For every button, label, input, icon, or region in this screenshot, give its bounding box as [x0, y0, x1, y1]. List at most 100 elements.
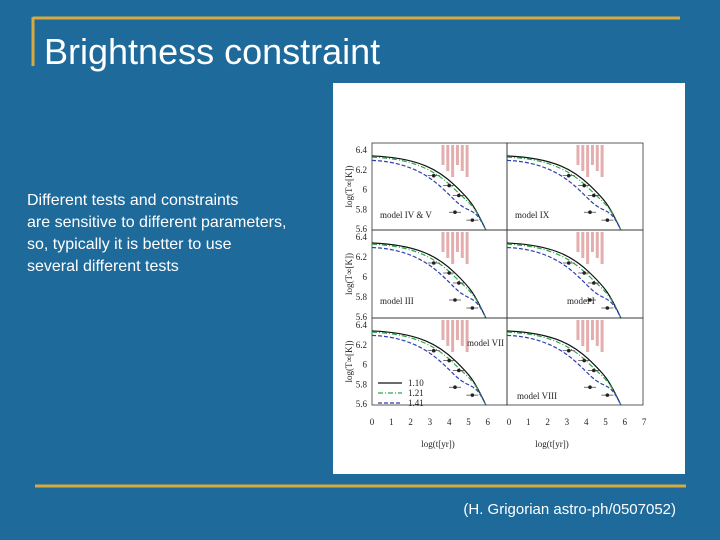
- x-tick-label: 2: [408, 417, 413, 427]
- observation-band: [460, 145, 464, 171]
- observation-band: [600, 320, 604, 352]
- panel-label: model IX: [515, 210, 550, 220]
- observation-point: [588, 210, 592, 215]
- observation-band: [465, 320, 469, 352]
- y-tick-label: 5.8: [356, 379, 368, 389]
- y-tick-label: 5.8: [356, 292, 368, 302]
- cooling-curve: [506, 156, 622, 231]
- observation-band: [465, 232, 469, 264]
- observation-point: [453, 210, 457, 215]
- observation-band: [590, 145, 594, 165]
- panel-label: model VIII: [517, 391, 557, 401]
- panel-label: model III: [380, 296, 414, 306]
- x-tick-label: 6: [623, 417, 628, 427]
- y-tick-label: 5.6: [356, 224, 368, 234]
- observation-band: [446, 232, 450, 258]
- observation-band: [590, 232, 594, 252]
- observation-point: [447, 183, 452, 188]
- observation-point: [470, 393, 475, 397]
- observation-point: [431, 348, 436, 353]
- observation-band: [441, 320, 445, 340]
- observation-point: [447, 271, 452, 275]
- y-tick-label: 5.8: [356, 204, 368, 214]
- x-tick-label: 2: [545, 417, 550, 427]
- legend-label: 1.21: [408, 388, 424, 398]
- body-line: are sensitive to different parameters,: [27, 214, 286, 231]
- observation-band: [581, 145, 585, 171]
- body-line: so, typically it is better to use: [27, 236, 232, 253]
- cooling-curve: [506, 331, 622, 406]
- x-tick-label: 1: [389, 417, 394, 427]
- x-tick-label: 3: [428, 417, 433, 427]
- observation-point: [605, 218, 610, 222]
- observation-point: [588, 298, 592, 302]
- observation-point: [605, 306, 610, 310]
- figure: model IV & V model IX 6.4 6.2 6 5.8 5.6 log(T∞[…: [344, 142, 647, 449]
- y-tick-label: 6.2: [356, 340, 367, 350]
- observation-band: [451, 320, 455, 352]
- observation-point: [453, 385, 457, 390]
- y-tick-label: 6.2: [356, 252, 367, 262]
- observation-band: [600, 145, 604, 177]
- observation-point: [447, 358, 452, 363]
- panel-label: model I: [567, 296, 595, 306]
- panel-label: model VII: [467, 338, 504, 348]
- cooling-curve: [371, 331, 487, 406]
- observation-band: [460, 232, 464, 258]
- observation-point: [457, 368, 461, 373]
- x-tick-label: 6: [486, 417, 491, 427]
- x-axis-label: log(t[yr]): [421, 439, 455, 449]
- y-tick-label: 5.6: [356, 312, 368, 322]
- observation-point: [582, 183, 586, 188]
- panel-frame: [506, 317, 644, 406]
- observation-band: [581, 320, 585, 346]
- observation-band: [586, 232, 590, 264]
- observation-point: [605, 393, 610, 397]
- figure-background: [333, 83, 685, 474]
- observation-band: [446, 145, 450, 171]
- cooling-curve: [506, 243, 622, 319]
- cooling-curve: [371, 159, 487, 231]
- observation-point: [457, 281, 461, 285]
- y-axis-label: log(T∞[K]): [344, 341, 354, 383]
- observation-band: [465, 145, 469, 177]
- observation-band: [446, 320, 450, 346]
- slide-title: Brightness constraint: [44, 31, 380, 72]
- observation-band: [455, 232, 459, 252]
- x-axis-label: log(t[yr]): [535, 439, 569, 449]
- observation-band: [595, 232, 599, 258]
- observation-band: [576, 145, 580, 165]
- observation-point: [592, 368, 596, 373]
- observation-point: [582, 271, 586, 275]
- x-tick-label: 3: [565, 417, 570, 427]
- legend-label: 1.41: [408, 398, 424, 408]
- observation-point: [453, 298, 457, 302]
- legend-label: 1.10: [408, 378, 424, 388]
- x-tick-label: 1: [526, 417, 531, 427]
- cooling-curve: [371, 156, 487, 231]
- observation-point: [566, 348, 571, 353]
- observation-band: [451, 145, 455, 177]
- x-tick-label: 7: [642, 417, 647, 427]
- observation-point: [566, 261, 571, 265]
- y-axis-label: log(T∞[K]): [344, 166, 354, 208]
- y-tick-label: 6.4: [356, 320, 368, 330]
- observation-point: [470, 306, 475, 310]
- observation-point: [431, 173, 436, 178]
- x-tick-label: 4: [584, 417, 589, 427]
- cooling-curve: [506, 159, 622, 231]
- observation-band: [576, 232, 580, 252]
- observation-band: [441, 232, 445, 252]
- body-text: Different tests and constraints are sensi…: [27, 192, 286, 275]
- observation-band: [451, 232, 455, 264]
- x-tick-label: 5: [603, 417, 608, 427]
- observation-point: [588, 385, 592, 390]
- cooling-curve: [371, 246, 487, 319]
- cooling-curve: [506, 334, 622, 406]
- observation-band: [600, 232, 604, 264]
- panel-label: model IV & V: [380, 210, 432, 220]
- observation-band: [460, 320, 464, 346]
- citation: (H. Grigorian astro-ph/0507052): [463, 501, 676, 518]
- observation-band: [590, 320, 594, 340]
